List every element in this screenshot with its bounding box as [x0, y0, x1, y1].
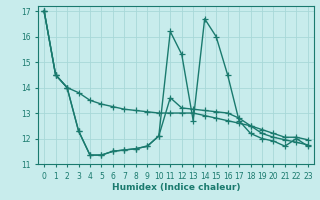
X-axis label: Humidex (Indice chaleur): Humidex (Indice chaleur) — [112, 183, 240, 192]
